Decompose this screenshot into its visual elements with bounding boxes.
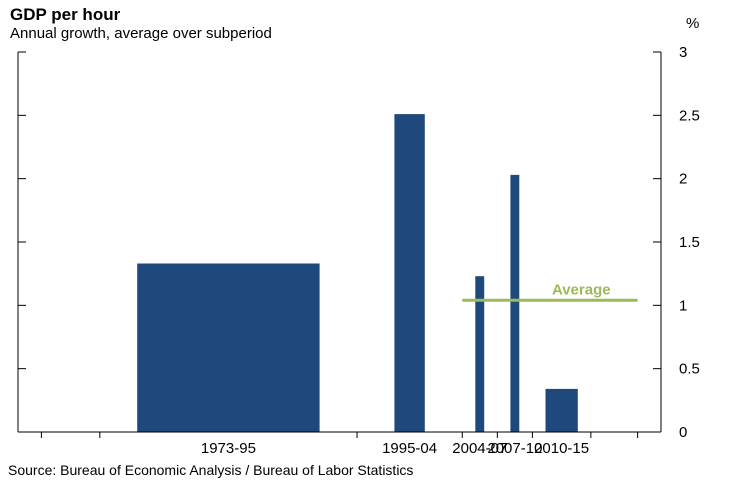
bar-1995-04 <box>394 114 425 432</box>
bar-2010-15 <box>545 388 578 432</box>
chart-header: GDP per hour Annual growth, average over… <box>10 5 272 42</box>
x-tick-label-1995-04: 1995-04 <box>382 440 437 457</box>
y-axis-unit-label: % <box>686 15 699 32</box>
bar-1973-95 <box>137 263 320 432</box>
x-tick-label-2010-15: 2010-15 <box>534 440 589 457</box>
x-tick-label-2007-10: 2007-10 <box>487 440 542 457</box>
source-note: Source: Bureau of Economic Analysis / Bu… <box>8 462 414 478</box>
y-tick-label-1.5: 1.5 <box>679 234 700 251</box>
y-tick-label-2: 2 <box>679 171 687 188</box>
y-tick-label-0: 0 <box>679 424 687 441</box>
axes-layer <box>17 51 662 438</box>
y-tick-label-3: 3 <box>679 44 687 61</box>
bar-2004-07 <box>475 276 485 432</box>
reference-line-layer: Average <box>462 281 638 302</box>
chart-subtitle: Annual growth, average over subperiod <box>10 24 272 42</box>
average-line-label: Average <box>552 281 611 298</box>
bar-2007-10 <box>510 174 520 432</box>
y-tick-label-1: 1 <box>679 297 687 314</box>
chart-title: GDP per hour <box>10 5 121 24</box>
bars-layer <box>137 114 578 432</box>
x-tick-label-2004-07: 2004-07 <box>452 440 507 457</box>
x-tick-label-1973-95: 1973-95 <box>201 440 256 457</box>
y-tick-label-2.5: 2.5 <box>679 107 700 124</box>
y-tick-label-0.5: 0.5 <box>679 361 700 378</box>
